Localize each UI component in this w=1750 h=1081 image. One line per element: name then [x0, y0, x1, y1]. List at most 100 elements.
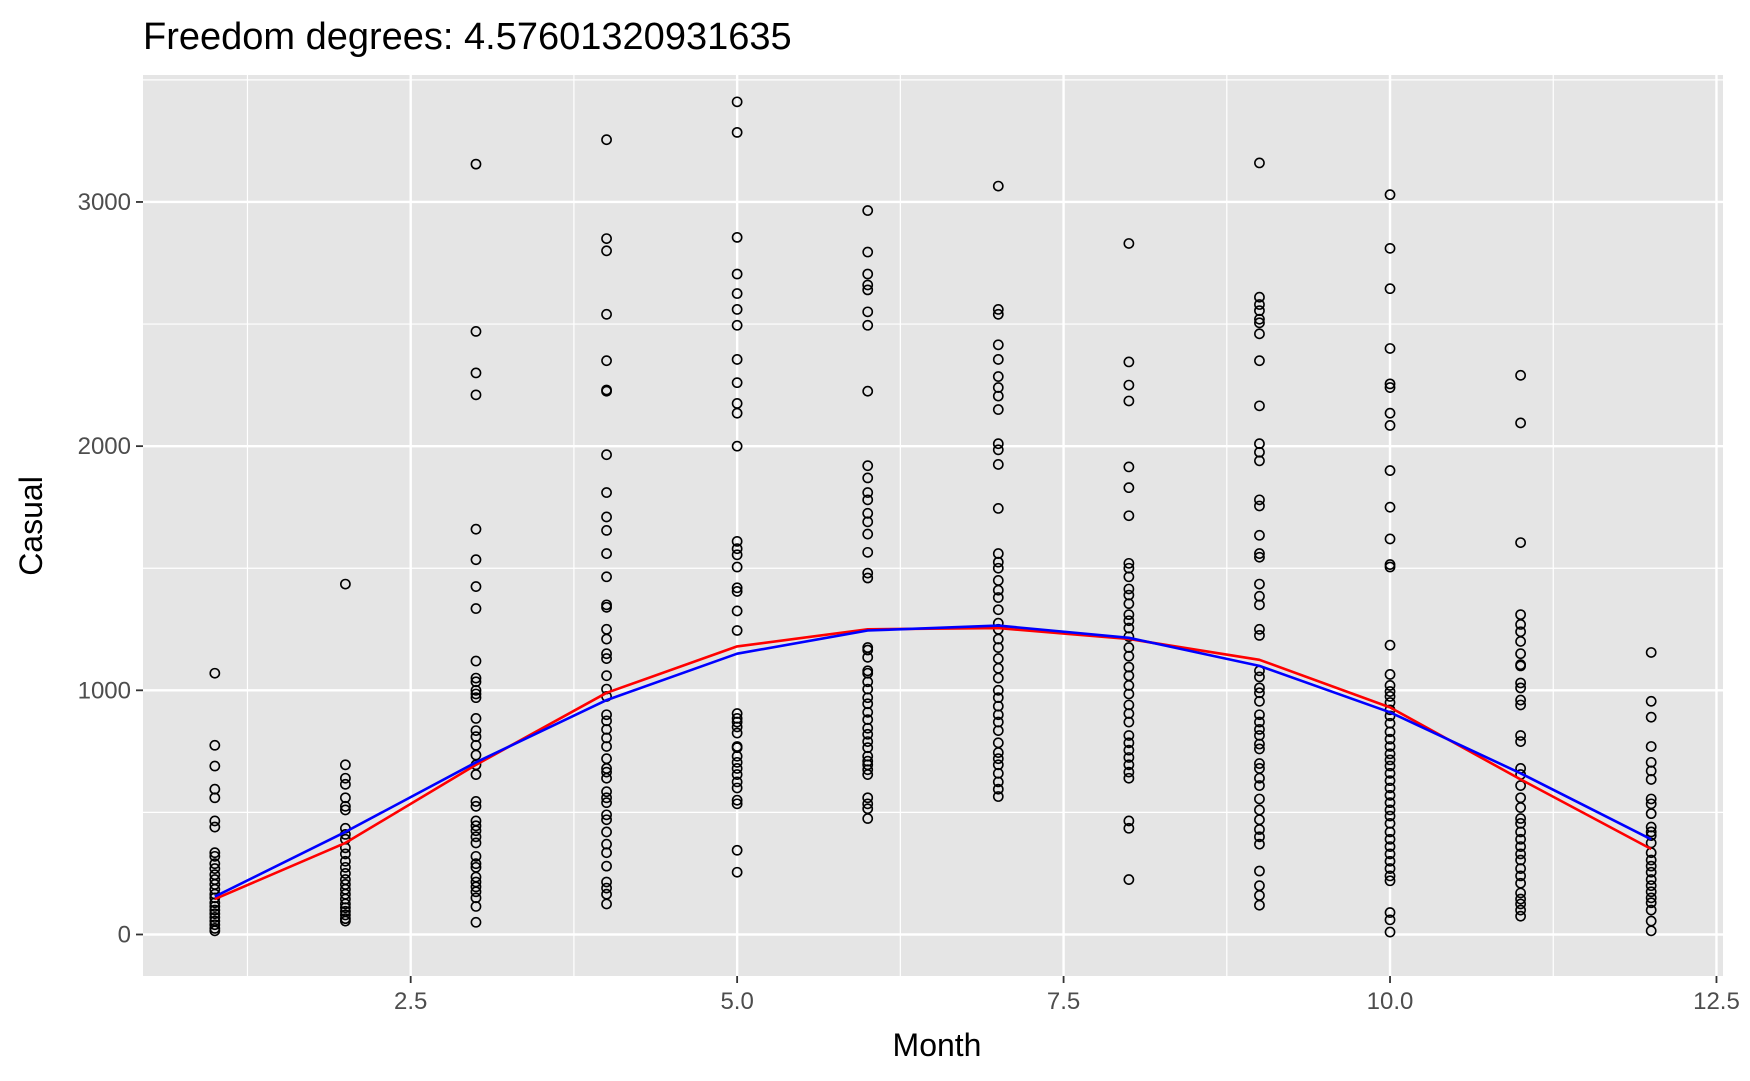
- data-point: [862, 644, 874, 656]
- data-point: [1384, 863, 1396, 874]
- data-point: [1515, 898, 1527, 910]
- data-point: [1384, 810, 1396, 822]
- data-point: [1384, 767, 1396, 779]
- data-point: [601, 882, 612, 894]
- data-point: [862, 246, 874, 258]
- data-point: [470, 901, 482, 912]
- data-point: [862, 516, 874, 528]
- data-point: [601, 797, 612, 809]
- x-tick-label: 2.5: [394, 988, 427, 1015]
- data-point: [731, 721, 743, 733]
- data-point: [601, 548, 612, 559]
- data-point: [992, 604, 1004, 616]
- data-point: [339, 772, 351, 784]
- data-point: [1254, 328, 1265, 340]
- data-point: [1645, 695, 1657, 707]
- data-point: [1645, 886, 1657, 898]
- data-point: [1645, 808, 1657, 820]
- data-point: [992, 371, 1004, 382]
- data-point: [1384, 242, 1396, 254]
- data-point: [1515, 826, 1527, 838]
- data-point: [339, 848, 351, 860]
- data-point: [1645, 711, 1657, 723]
- data-point: [1254, 551, 1265, 563]
- data-point: [601, 524, 612, 536]
- data-point: [1384, 804, 1396, 816]
- data-point: [601, 633, 612, 645]
- data-point: [1254, 355, 1265, 367]
- data-point: [1254, 599, 1265, 611]
- data-point: [731, 377, 743, 389]
- data-point: [339, 861, 351, 873]
- data-point: [992, 672, 1004, 684]
- data-point: [1515, 730, 1527, 741]
- data-point: [1123, 461, 1135, 473]
- data-point: [992, 438, 1004, 450]
- data-point: [601, 847, 612, 859]
- data-point: [209, 911, 221, 923]
- data-point: [209, 919, 221, 931]
- data-point: [1515, 648, 1527, 660]
- data-point: [1384, 189, 1396, 201]
- data-point: [1384, 343, 1396, 354]
- x-axis: 2.5 5.0 7.5 10.0 12.5: [394, 976, 1740, 1015]
- data-point: [209, 925, 221, 937]
- data-point: [992, 584, 1004, 596]
- data-point: [992, 709, 1004, 721]
- data-point: [862, 572, 874, 584]
- data-point: [1254, 743, 1265, 755]
- data-point: [1384, 726, 1396, 738]
- data-point: [1254, 400, 1265, 412]
- data-point: [731, 776, 743, 788]
- data-point: [470, 886, 482, 898]
- data-point: [209, 847, 221, 859]
- data-point: [1515, 848, 1527, 860]
- data-point: [1254, 723, 1265, 735]
- data-point: [601, 511, 612, 523]
- data-point: [1645, 647, 1657, 658]
- data-point: [601, 814, 612, 826]
- data-point: [1254, 899, 1265, 911]
- data-point: [470, 831, 482, 843]
- data-point: [1645, 860, 1657, 872]
- data-point: [731, 605, 743, 617]
- y-axis-title: Casual: [13, 476, 49, 576]
- data-point: [601, 653, 612, 664]
- data-point: [992, 444, 1004, 456]
- plot-panel: [143, 75, 1723, 976]
- data-point: [992, 562, 1004, 574]
- data-point: [862, 706, 874, 718]
- data-point: [1123, 766, 1135, 778]
- data-point: [862, 764, 874, 776]
- data-point: [1123, 510, 1135, 522]
- data-point: [1254, 629, 1265, 641]
- scatter-points: [209, 96, 1657, 938]
- data-point: [1384, 382, 1396, 393]
- data-point: [601, 355, 612, 367]
- data-point: [1645, 826, 1657, 838]
- data-point: [1645, 793, 1657, 805]
- data-point: [1123, 772, 1135, 784]
- data-point: [1123, 557, 1135, 569]
- data-point: [470, 712, 482, 724]
- data-point: [1384, 533, 1396, 545]
- data-point: [731, 407, 743, 419]
- data-point: [1645, 854, 1657, 866]
- data-point: [1123, 874, 1135, 885]
- data-point: [862, 567, 874, 579]
- data-point: [731, 586, 743, 597]
- data-point: [1123, 650, 1135, 662]
- data-point: [339, 902, 351, 914]
- data-point: [601, 860, 612, 872]
- data-point: [601, 741, 612, 752]
- data-point: [470, 725, 482, 737]
- data-point: [1123, 716, 1135, 728]
- data-point: [601, 826, 612, 838]
- data-point: [601, 245, 612, 257]
- data-point: [1515, 636, 1527, 647]
- data-point: [1384, 797, 1396, 809]
- data-point: [601, 385, 612, 397]
- data-point: [992, 390, 1004, 402]
- data-point: [1123, 815, 1135, 827]
- data-point: [209, 908, 221, 920]
